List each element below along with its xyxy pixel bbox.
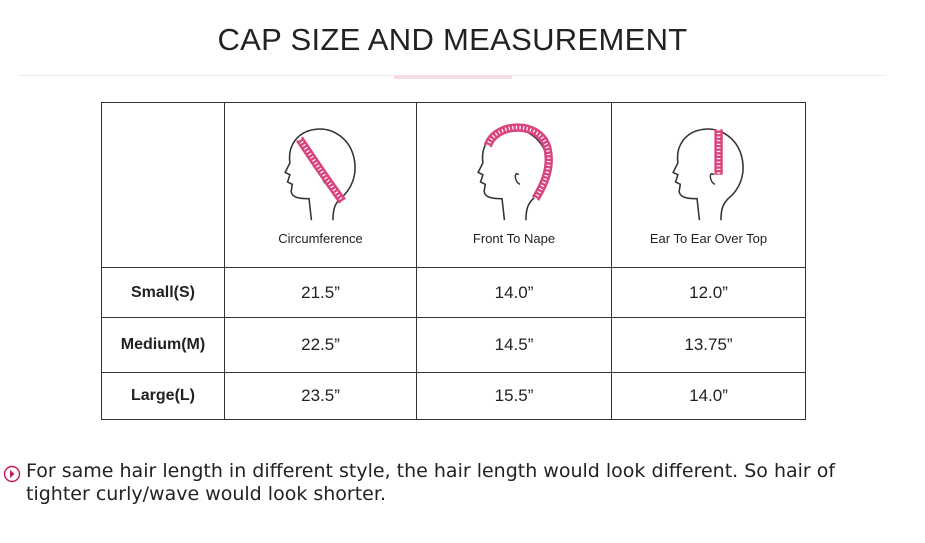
measurement: 13.75”: [611, 317, 806, 373]
size-label: Large(L): [101, 372, 225, 420]
column-label: Front To Nape: [472, 231, 556, 246]
measurement: 22.5”: [224, 317, 417, 373]
measurement: 14.5”: [416, 317, 612, 373]
bullet-icon: [3, 465, 21, 483]
measurement: 14.0”: [416, 267, 612, 318]
header-row: Circumference Front To Nape Ear To Ear O…: [101, 102, 806, 268]
header-cell: Ear To Ear Over Top: [611, 102, 806, 268]
measurement: 12.0”: [611, 267, 806, 318]
circumference-icon: [283, 128, 356, 221]
size-label: Small(S): [101, 267, 225, 318]
ear-to-ear-icon: [671, 128, 744, 221]
measurement: 14.0”: [611, 372, 806, 420]
size-label: Medium(M): [101, 317, 225, 373]
size-table: Circumference Front To Nape Ear To Ear O…: [101, 102, 806, 420]
header-cell: Front To Nape: [416, 102, 612, 268]
page-title: CAP SIZE AND MEASUREMENT: [217, 22, 688, 57]
measurement: 21.5”: [224, 267, 417, 318]
size-row: Medium(M) 22.5” 14.5” 13.75”: [101, 317, 806, 373]
note-text: For same hair length in different style,…: [26, 460, 836, 505]
size-row: Small(S) 21.5” 14.0” 12.0”: [101, 267, 806, 318]
front-to-nape-icon: [477, 123, 553, 221]
divider-accent: [394, 75, 512, 79]
size-row: Large(L) 23.5” 15.5” 14.0”: [101, 372, 806, 420]
header-cell: Circumference: [224, 102, 417, 268]
corner-cell: [101, 102, 225, 268]
column-label: Ear To Ear Over Top: [649, 231, 768, 246]
measurement: 15.5”: [416, 372, 612, 420]
measurement: 23.5”: [224, 372, 417, 420]
column-label: Circumference: [278, 231, 363, 246]
